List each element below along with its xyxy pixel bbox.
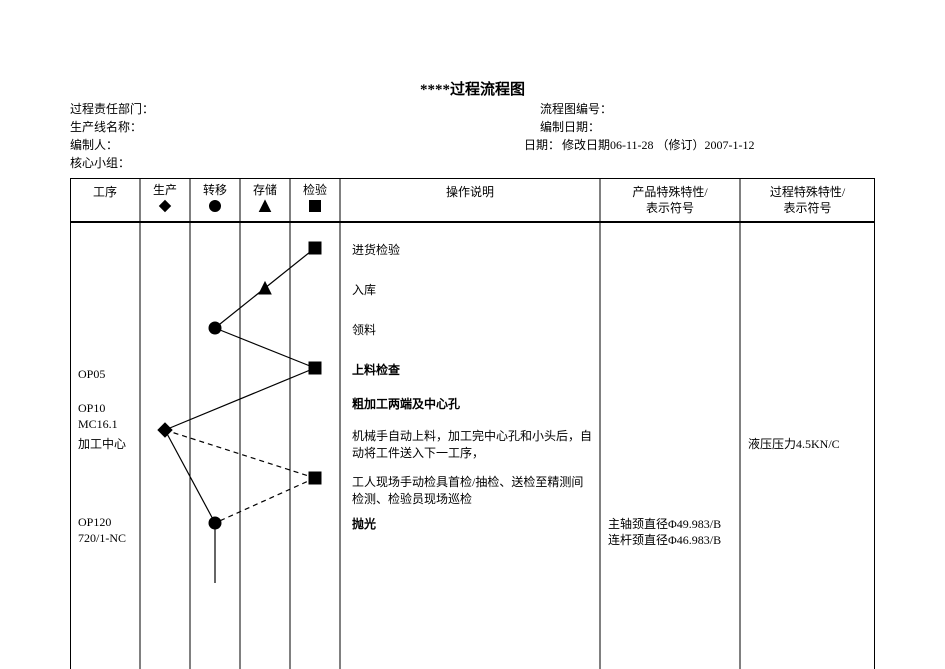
col-header-6: 产品特殊特性/表示符号 xyxy=(600,184,740,216)
desc-3: 上料检查 xyxy=(352,362,592,379)
meta-line-label: 生产线名称： xyxy=(70,118,142,135)
col-header-4: 检验 xyxy=(290,182,340,198)
flow-table: 工序生产转移存储检验操作说明产品特殊特性/表示符号过程特殊特性/表示符号 OP05… xyxy=(70,178,875,669)
meta-rev-date-label: 日期： xyxy=(524,136,560,153)
desc-0: 进货检验 xyxy=(352,242,592,259)
meta-docno-label: 流程图编号： xyxy=(540,100,612,117)
op-label-0: OP05 xyxy=(78,366,138,382)
meta-dept-label: 过程责任部门： xyxy=(70,100,154,117)
col-header-1: 生产 xyxy=(140,182,190,198)
desc-2: 领料 xyxy=(352,322,592,339)
page-title: ****过程流程图 xyxy=(0,78,945,99)
meta-team-label: 核心小组： xyxy=(70,154,130,171)
col-header-7: 过程特殊特性/表示符号 xyxy=(740,184,875,216)
col-header-2: 转移 xyxy=(190,182,240,198)
page-root: ****过程流程图 过程责任部门： 生产线名称： 编制人： 核心小组： 流程图编… xyxy=(0,0,945,669)
proc-char-0: 液压压力4.5KN/C xyxy=(748,436,873,453)
desc-6: 工人现场手动检具首检/抽检、送检至精测间检测、检验员现场巡检 xyxy=(352,474,592,509)
prod-char-0: 主轴颈直径Φ49.983/B xyxy=(608,516,738,533)
prod-char-1: 连杆颈直径Φ46.983/B xyxy=(608,532,738,549)
desc-7: 抛光 xyxy=(352,516,592,533)
desc-4: 粗加工两端及中心孔 xyxy=(352,396,592,413)
meta-date-label: 编制日期： xyxy=(540,118,600,135)
meta-author-label: 编制人： xyxy=(70,136,118,153)
op-label-2: 加工中心 xyxy=(78,436,138,452)
op-label-3: OP120720/1-NC xyxy=(78,514,138,546)
col-header-5: 操作说明 xyxy=(340,184,600,200)
desc-5: 机械手自动上料，加工完中心孔和小头后，自动将工件送入下一工序， xyxy=(352,428,592,463)
op-label-1: OP10MC16.1 xyxy=(78,400,138,432)
meta-rev-date-value: 修改日期06-11-28 （修订）2007-1-12 xyxy=(562,136,755,153)
desc-1: 入库 xyxy=(352,282,592,299)
col-header-3: 存储 xyxy=(240,182,290,198)
col-header-0: 工序 xyxy=(70,184,140,200)
